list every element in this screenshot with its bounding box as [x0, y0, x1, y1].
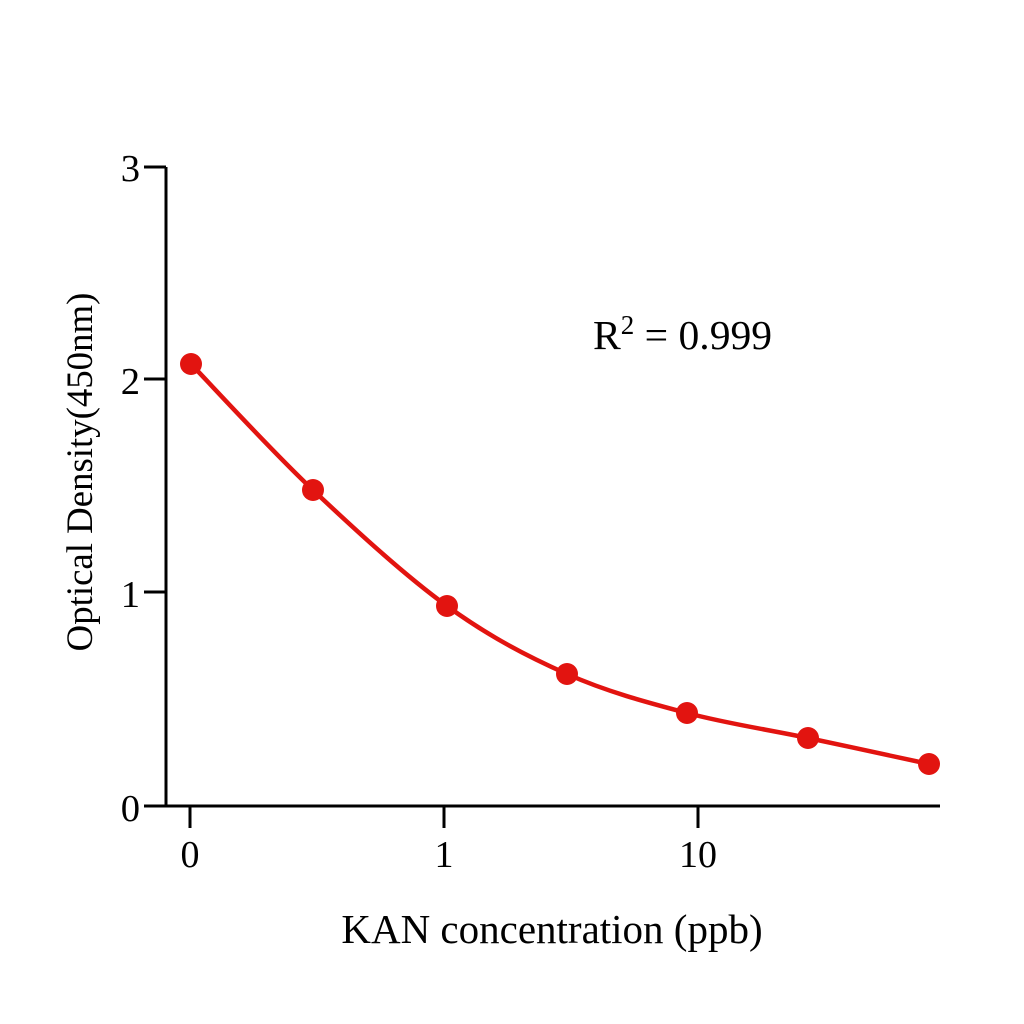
svg-text:Optical Density(450nm): Optical Density(450nm) — [59, 293, 100, 652]
svg-text:R2 = 0.999: R2 = 0.999 — [593, 310, 772, 358]
svg-text:3: 3 — [121, 148, 140, 190]
svg-text:KAN concentration (ppb): KAN concentration (ppb) — [341, 906, 762, 952]
svg-text:0: 0 — [121, 788, 140, 830]
svg-text:0: 0 — [181, 834, 200, 876]
svg-text:2: 2 — [121, 361, 140, 403]
svg-text:10: 10 — [679, 834, 717, 876]
svg-text:1: 1 — [435, 834, 454, 876]
svg-text:1: 1 — [121, 574, 140, 616]
